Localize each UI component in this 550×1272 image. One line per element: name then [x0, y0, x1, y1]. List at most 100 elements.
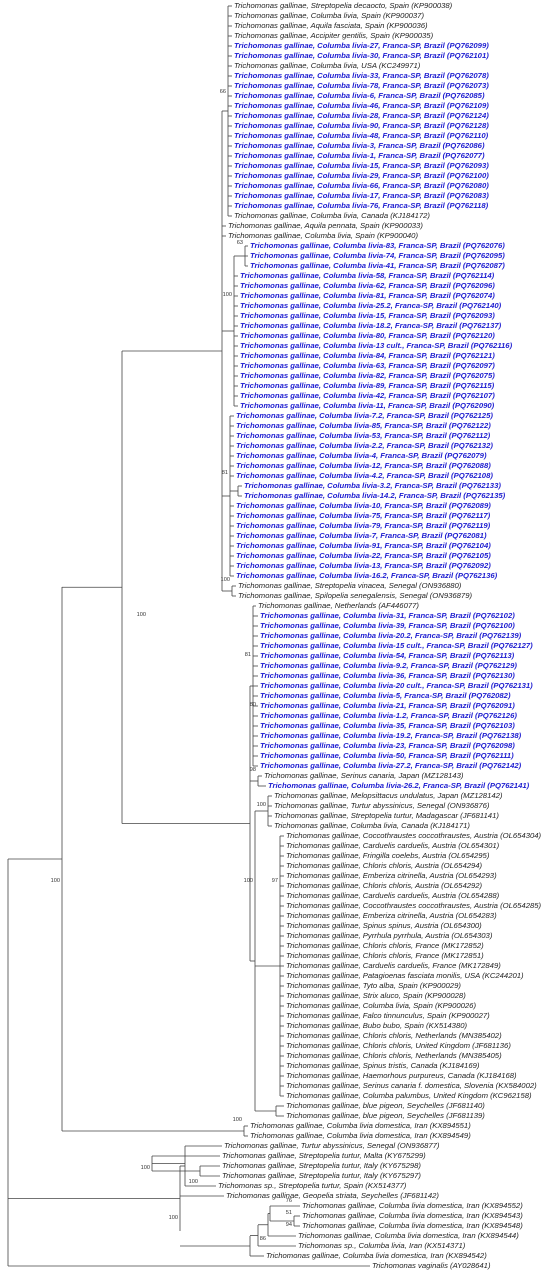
leaf-label: Trichomonas gallinae, Columba livia-30, … [234, 51, 489, 60]
leaf-label: Trichomonas gallinae, Columba livia-80, … [240, 331, 495, 340]
leaf-label: Trichomonas gallinae, Columba livia-20.2… [260, 631, 522, 640]
leaf-label: Trichomonas gallinae, Turtur abyssinicus… [274, 801, 490, 810]
leaf-label: Trichomonas gallinae, Columba livia-3, F… [234, 141, 485, 150]
leaf-label: Trichomonas gallinae, Columba livia-35, … [260, 721, 515, 730]
leaf-label: Trichomonas gallinae, Haemorhous purpure… [286, 1071, 517, 1080]
leaf-label: Trichomonas gallinae, Carduelis cardueli… [286, 961, 501, 970]
bootstrap-value: 63 [237, 240, 243, 246]
leaf-label: Trichomonas gallinae, Columba livia-2.2,… [236, 441, 493, 450]
leaf-label: Trichomonas gallinae, Geopelia striata, … [226, 1191, 439, 1200]
leaf-label: Trichomonas gallinae, Columba livia, Spa… [228, 231, 418, 240]
leaf-label: Trichomonas gallinae, Columba livia-41, … [250, 261, 505, 270]
leaf-label: Trichomonas gallinae, Columba livia dome… [250, 1121, 471, 1130]
leaf-label: Trichomonas gallinae, Bubo bubo, Spain (… [286, 1021, 467, 1030]
leaf-label: Trichomonas gallinae, Turtur abyssinicus… [224, 1141, 440, 1150]
leaf-label: Trichomonas gallinae, Melopsittacus undu… [274, 791, 503, 800]
leaf-label: Trichomonas gallinae, Fringilla coelebs,… [286, 851, 490, 860]
bootstrap-value: 80 [250, 702, 256, 708]
leaf-label: Trichomonas gallinae, Streptopelia turtu… [274, 811, 499, 820]
leaf-label: Trichomonas gallinae, Columba livia-7.2,… [236, 411, 493, 420]
bootstrap-value: 66 [220, 89, 226, 95]
bootstrap-value: 100 [233, 1117, 242, 1123]
leaf-label: Trichomonas gallinae, Columba livia-54, … [260, 651, 515, 660]
leaf-label: Trichomonas gallinae, Spilopelia senegal… [238, 591, 472, 600]
leaf-label: Trichomonas gallinae, Columba livia dome… [266, 1251, 487, 1260]
leaf-label: Trichomonas gallinae, Streptopelia vinac… [238, 581, 462, 590]
leaf-label: Trichomonas gallinae, Coccothraustes coc… [286, 831, 542, 840]
leaf-label: Trichomonas gallinae, Columba livia-50, … [260, 751, 514, 760]
bootstrap-value: 100 [137, 612, 146, 618]
leaf-label: Trichomonas gallinae, Streptopelia turtu… [222, 1161, 421, 1170]
bootstrap-value: 100 [257, 802, 266, 808]
leaf-label: Trichomonas gallinae, Carduelis cardueli… [286, 841, 500, 850]
leaf-label: Trichomonas gallinae, Serinus canaria, J… [264, 771, 464, 780]
leaf-label: Trichomonas gallinae, Streptopelia decao… [234, 1, 453, 10]
bootstrap-value: 100 [189, 1179, 198, 1185]
leaf-label: Trichomonas gallinae, Chloris chloris, N… [286, 1031, 502, 1040]
leaf-label: Trichomonas gallinae, Columba livia-58, … [240, 271, 495, 280]
leaf-label: Trichomonas gallinae, Columba livia-3.2,… [244, 481, 501, 490]
leaf-label: Trichomonas gallinae, Spinus tristis, Ca… [286, 1061, 480, 1070]
leaf-label: Trichomonas gallinae, Columba livia-20 c… [260, 681, 533, 690]
leaf-label: Trichomonas gallinae, Columba livia, Spa… [286, 1001, 476, 1010]
leaf-label: Trichomonas gallinae, Columba livia-82, … [240, 371, 495, 380]
leaf-label: Trichomonas gallinae, Columba livia, Can… [234, 211, 430, 220]
leaf-label: Trichomonas gallinae, Columba livia-9.2,… [260, 661, 517, 670]
leaf-label: Trichomonas gallinae, Columba livia-79, … [236, 521, 491, 530]
leaf-label: Trichomonas gallinae, Columba livia-17, … [234, 191, 489, 200]
leaf-label: Trichomonas gallinae, Columba livia-74, … [250, 251, 505, 260]
leaf-label: Trichomonas gallinae, Columba livia-15 c… [260, 641, 533, 650]
leaf-label: Trichomonas gallinae, Columba livia dome… [302, 1221, 523, 1230]
leaf-label: Trichomonas gallinae, Columba livia-29, … [234, 171, 489, 180]
leaf-label: Trichomonas gallinae, Serinus canaria f.… [286, 1081, 537, 1090]
leaf-label: Trichomonas gallinae, Coccothraustes coc… [286, 901, 542, 910]
bootstrap-value: 100 [141, 1165, 150, 1171]
leaf-label: Trichomonas gallinae, Columba livia-22, … [236, 551, 491, 560]
leaf-label: Trichomonas gallinae, Columba livia-91, … [236, 541, 491, 550]
bootstrap-value: 100 [244, 878, 253, 884]
leaf-label: Trichomonas vaginalis (AY028641) [372, 1261, 491, 1270]
leaf-label: Trichomonas gallinae, Columba livia-66, … [234, 181, 489, 190]
leaf-label: Trichomonas gallinae, blue pigeon, Seych… [286, 1111, 485, 1120]
leaf-label: Trichomonas gallinae, Emberiza citrinell… [286, 871, 497, 880]
leaf-label: Trichomonas gallinae, Emberiza citrinell… [286, 911, 497, 920]
leaf-label: Trichomonas gallinae, Falco tinnunculus,… [286, 1011, 490, 1020]
leaf-label: Trichomonas gallinae, Columba livia-27.2… [260, 761, 522, 770]
leaf-label: Trichomonas gallinae, Columba livia-42, … [240, 391, 495, 400]
bootstrap-value: 100 [221, 577, 230, 583]
leaf-label: Trichomonas gallinae, Chloris chloris, F… [286, 951, 484, 960]
leaf-label: Trichomonas gallinae, Columba livia dome… [250, 1131, 471, 1140]
leaf-label: Trichomonas gallinae, Columba livia-10, … [236, 501, 491, 510]
leaf-label: Trichomonas gallinae, Columba livia-13 c… [240, 341, 513, 350]
leaf-label: Trichomonas gallinae, Columba livia, USA… [234, 61, 421, 70]
leaf-label: Trichomonas gallinae, Columba livia-75, … [236, 511, 491, 520]
bootstrap-value: 98 [250, 767, 256, 773]
leaf-label: Trichomonas gallinae, Columba livia-21, … [260, 701, 515, 710]
leaf-label: Trichomonas gallinae, Streptopelia turtu… [222, 1171, 421, 1180]
leaf-label: Trichomonas gallinae, Streptopelia turtu… [222, 1151, 426, 1160]
leaf-label: Trichomonas gallinae, Columba livia-27, … [234, 41, 489, 50]
leaf-label: Trichomonas gallinae, Columba livia-53, … [236, 431, 491, 440]
leaf-label: Trichomonas gallinae, Columba livia-12, … [236, 461, 491, 470]
leaf-label: Trichomonas gallinae, Columba livia-39, … [260, 621, 515, 630]
leaf-label: Trichomonas gallinae, Columba livia-1.2,… [260, 711, 517, 720]
leaf-label: Trichomonas gallinae, Columba livia-48, … [234, 131, 489, 140]
bootstrap-value: 81 [222, 470, 228, 476]
bootstrap-value: 76 [286, 1198, 292, 1204]
leaf-label: Trichomonas gallinae, Columba livia-5, F… [260, 691, 511, 700]
leaf-label: Trichomonas gallinae, Columba livia-78, … [234, 81, 489, 90]
leaf-label: Trichomonas gallinae, Columba livia dome… [298, 1231, 519, 1240]
leaf-label: Trichomonas gallinae, Columba livia-13, … [236, 561, 491, 570]
bootstrap-value: 86 [260, 1236, 266, 1242]
leaf-label: Trichomonas gallinae, Columba livia-62, … [240, 281, 495, 290]
leaf-label: Trichomonas gallinae, Columba livia dome… [302, 1211, 523, 1220]
leaf-label: Trichomonas gallinae, Columba livia, Can… [274, 821, 470, 830]
leaf-label: Trichomonas gallinae, Columba livia-89, … [240, 381, 495, 390]
leaf-label: Trichomonas gallinae, Columba livia-23, … [260, 741, 515, 750]
leaf-label: Trichomonas gallinae, Pyrrhula pyrrhula,… [286, 931, 493, 940]
leaf-label: Trichomonas gallinae, Columba palumbus, … [286, 1091, 532, 1100]
leaf-label: Trichomonas gallinae, Columba livia-28, … [234, 111, 489, 120]
leaf-label: Trichomonas gallinae, Columba livia-16.2… [236, 571, 498, 580]
leaf-label: Trichomonas gallinae, Columba livia-90, … [234, 121, 489, 130]
